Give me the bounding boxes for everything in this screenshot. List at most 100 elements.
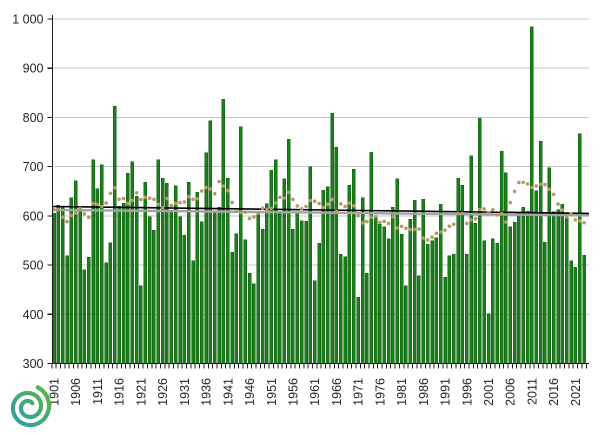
x-axis-label: 1926	[156, 378, 170, 406]
bar-1953	[278, 212, 282, 364]
bar-1947	[252, 283, 256, 364]
x-axis-label: 1941	[221, 378, 235, 406]
moving-average-dot	[321, 205, 326, 210]
bar-1909	[87, 256, 91, 364]
bar-1989	[434, 237, 439, 364]
bar-2018	[560, 203, 565, 364]
moving-average-dot	[134, 191, 139, 195]
moving-average-dot	[65, 219, 69, 224]
moving-average-dot	[460, 211, 465, 216]
moving-average-dot	[525, 182, 530, 186]
bar-1980	[395, 178, 399, 364]
x-axis-label: 1961	[308, 378, 322, 406]
moving-average-dot	[343, 204, 347, 209]
moving-average-dot	[269, 206, 274, 211]
moving-average-dot	[186, 194, 191, 199]
y-axis-label: 300	[23, 357, 44, 371]
bar-1967	[339, 253, 343, 364]
bar-1935	[199, 221, 204, 364]
bar-1985	[417, 275, 421, 364]
moving-average-dot	[273, 201, 278, 205]
moving-average-dot	[252, 215, 256, 219]
bar-1988	[430, 240, 434, 364]
moving-average-dot	[365, 219, 369, 224]
mean-line	[52, 208, 590, 217]
moving-average-dot	[564, 215, 569, 219]
moving-average-dot	[82, 212, 87, 216]
bar-1997	[469, 155, 473, 364]
moving-average-dot	[182, 200, 187, 204]
x-axis-label: 1921	[134, 378, 148, 406]
moving-average-dot	[373, 214, 378, 219]
moving-average-dot	[577, 219, 582, 223]
moving-average-dot	[386, 221, 391, 226]
bar-1959	[304, 221, 308, 364]
bar-1925	[156, 159, 161, 364]
bar-2017	[556, 209, 560, 364]
moving-average-dot	[582, 220, 586, 225]
moving-average-dot	[152, 197, 156, 202]
moving-average-dot	[78, 206, 82, 211]
x-axis-label: 1981	[395, 378, 409, 406]
bar-1941	[226, 178, 230, 364]
bar-1908	[82, 269, 87, 364]
bar-2007	[512, 222, 517, 364]
bar-1971	[356, 296, 360, 364]
bar-1952	[273, 159, 278, 364]
bar-1931	[182, 234, 187, 364]
moving-average-dot	[178, 200, 182, 205]
bar-1986	[421, 198, 426, 364]
bar-1916	[117, 205, 121, 364]
x-axis-label: 1906	[69, 378, 83, 406]
moving-average-dot	[508, 200, 513, 205]
bar-2014	[543, 242, 547, 364]
linear-trend-line	[52, 205, 590, 215]
bar-1977	[382, 226, 386, 364]
bar-1902	[56, 204, 61, 364]
x-axis-label: 1966	[330, 378, 344, 406]
bar-1968	[343, 256, 347, 364]
moving-average-dot	[434, 231, 439, 236]
moving-average-dot	[391, 214, 395, 219]
moving-average-dot	[299, 206, 304, 211]
moving-average-dot	[143, 195, 148, 200]
moving-average-dot	[69, 213, 74, 218]
moving-average-dot	[338, 201, 343, 206]
moving-average-dot	[243, 210, 247, 214]
bar-1937	[208, 120, 213, 364]
bar-1965	[330, 113, 334, 364]
bar-1922	[143, 182, 147, 364]
bar-1996	[465, 253, 469, 364]
bar-1976	[378, 223, 382, 364]
bar-1963	[321, 190, 326, 364]
bar-1928	[169, 211, 174, 364]
moving-average-dot	[295, 204, 300, 208]
bar-1973	[365, 273, 369, 364]
moving-average-dot	[95, 202, 100, 207]
bar-1970	[352, 168, 356, 364]
bar-1932	[186, 182, 191, 364]
moving-average-dot	[286, 190, 291, 195]
moving-average-dot	[573, 217, 578, 222]
moving-average-dot	[408, 227, 413, 232]
bar-1924	[152, 229, 156, 364]
bar-1948	[256, 213, 260, 364]
bar-1911	[95, 188, 100, 364]
moving-average-dot	[160, 206, 165, 210]
x-axis-label: 1916	[113, 378, 127, 406]
bar-2006	[508, 226, 512, 364]
y-axis-label: 500	[23, 259, 44, 273]
moving-average-dot	[512, 189, 517, 194]
x-axis-label: 1931	[178, 378, 192, 406]
bar-1960	[308, 166, 313, 364]
bar-2009	[521, 207, 526, 364]
moving-average-dot	[247, 216, 252, 221]
bar-2020	[569, 260, 573, 364]
x-axis-label: 1901	[48, 378, 62, 406]
moving-average-dot	[139, 197, 143, 202]
moving-average-dot	[334, 209, 339, 214]
x-axis-label: 1911	[91, 378, 105, 405]
moving-average-dot	[312, 199, 317, 204]
bar-1949	[260, 228, 265, 364]
